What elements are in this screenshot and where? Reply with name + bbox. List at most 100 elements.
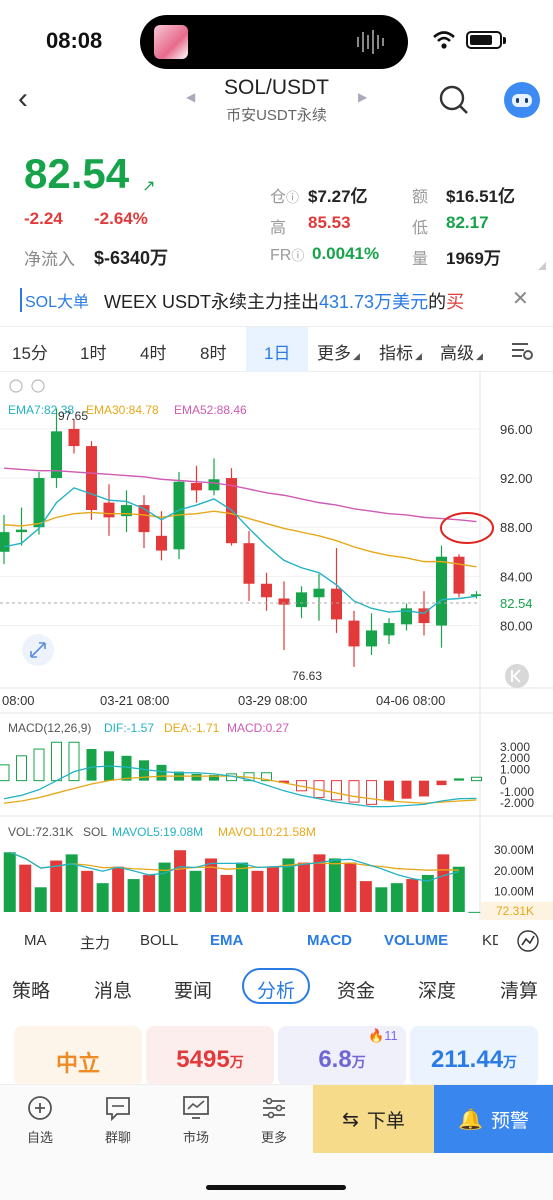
tab-funds[interactable]: 资金 bbox=[337, 981, 376, 1002]
volume-bar bbox=[359, 881, 372, 912]
tab-news[interactable]: 要闻 bbox=[174, 981, 213, 1002]
tf-4h[interactable]: 4时 bbox=[140, 344, 167, 363]
vol-last-tag: 72.31K bbox=[496, 904, 534, 918]
nav-market-label: 市场 bbox=[182, 1130, 209, 1145]
candle-body bbox=[33, 478, 45, 528]
price-alert-button[interactable]: 🔔 预警 bbox=[434, 1085, 553, 1153]
candle-body bbox=[156, 535, 167, 551]
nav-more[interactable]: 更多 bbox=[244, 1095, 304, 1146]
ind-boll[interactable]: BOLL bbox=[140, 932, 179, 949]
indicator-tabs: MA 主力 BOLL EMA MACD VOLUME KD bbox=[0, 922, 553, 960]
back-icon[interactable]: ‹ bbox=[18, 82, 28, 115]
pair-title[interactable]: SOL/USDT bbox=[223, 76, 330, 99]
oi-card[interactable]: 211.44万 bbox=[410, 1026, 538, 1086]
home-indicator bbox=[206, 1185, 346, 1190]
volume-bar bbox=[375, 887, 388, 912]
mavol5-legend: MAVOL5:19.08M bbox=[112, 825, 203, 839]
tf-1h[interactable]: 1时 bbox=[80, 344, 107, 363]
tab-depth[interactable]: 深度 bbox=[418, 981, 457, 1002]
oi-card-value: 211.44万 bbox=[430, 1046, 518, 1073]
settings-gear-icon[interactable] bbox=[31, 379, 45, 393]
volume-bar bbox=[96, 883, 109, 912]
expand-corner-icon[interactable] bbox=[538, 262, 546, 270]
close-icon[interactable]: ✕ bbox=[512, 288, 529, 310]
tf-8h[interactable]: 8时 bbox=[200, 344, 227, 363]
place-order-label: 下单 bbox=[366, 1110, 405, 1132]
candle-body bbox=[138, 505, 150, 533]
ind-kd[interactable]: KD bbox=[482, 932, 498, 949]
tab-strategy[interactable]: 策略 bbox=[12, 981, 51, 1002]
macd-value: MACD:0.27 bbox=[227, 721, 289, 735]
vol-legend: VOL:72.31K bbox=[8, 825, 73, 839]
market-chart-icon bbox=[183, 1096, 209, 1119]
tf-indicators[interactable]: 指标 ◢ bbox=[379, 344, 422, 363]
ind-ema[interactable]: EMA bbox=[210, 932, 244, 949]
whale-ticker[interactable]: SOL大单 WEEX USDT永续主力挂出431.73万美元的买 ✕ bbox=[0, 282, 553, 316]
volume-bar bbox=[313, 854, 326, 912]
tf-advanced[interactable]: 高级 ◢ bbox=[440, 344, 483, 363]
date-tick: 04-06 08:00 bbox=[376, 693, 445, 708]
netflow-value: $-6340万 bbox=[94, 248, 169, 268]
ind-macd[interactable]: MACD bbox=[307, 932, 352, 949]
nav-market[interactable]: 市场 bbox=[166, 1095, 226, 1146]
ind-volume[interactable]: VOLUME bbox=[384, 932, 449, 949]
sentiment-value: 中立 bbox=[55, 1051, 100, 1076]
flow-value: 5495万 bbox=[176, 1046, 244, 1073]
high-label: 高 bbox=[270, 220, 287, 237]
tab-messages[interactable]: 消息 bbox=[94, 981, 133, 1002]
volume-bar bbox=[189, 870, 202, 912]
low-label: 低 bbox=[412, 220, 429, 237]
last-price: 82.54 bbox=[24, 150, 130, 197]
collapse-icon[interactable] bbox=[9, 379, 23, 393]
volume-bar bbox=[297, 862, 310, 912]
next-pair-icon[interactable]: ▶ bbox=[358, 90, 368, 104]
oi-value: $7.27亿 bbox=[308, 187, 368, 206]
robot-avatar-icon[interactable] bbox=[504, 82, 540, 118]
macd-dif: DIF:-1.57 bbox=[104, 721, 154, 735]
macd-bar bbox=[191, 773, 202, 781]
macd-tick: 0 bbox=[500, 774, 507, 788]
nav-watchlist[interactable]: 自选 bbox=[10, 1095, 70, 1146]
chart-settings-icon[interactable] bbox=[510, 340, 534, 362]
kline-chart[interactable]: EMA7:82.38 EMA30:84.78 EMA52:88.46 96.00… bbox=[0, 372, 553, 920]
fr-label[interactable]: FRⓘ bbox=[270, 247, 305, 264]
place-order-button[interactable]: ⇆ 下单 bbox=[313, 1085, 434, 1153]
volume-bar bbox=[236, 862, 248, 912]
mavol5-line bbox=[9, 851, 459, 882]
tab-analysis[interactable]: 分析 bbox=[257, 981, 296, 1002]
ema7-legend: EMA7:82.38 bbox=[8, 403, 74, 417]
drawing-tool-icon[interactable] bbox=[517, 930, 539, 952]
timeframe-active-bg bbox=[246, 327, 308, 372]
date-tick: 08:00 bbox=[2, 693, 35, 708]
ind-main-force[interactable]: 主力 bbox=[80, 935, 111, 952]
ind-ma[interactable]: MA bbox=[24, 932, 47, 949]
tf-1d[interactable]: 1日 bbox=[264, 344, 291, 363]
fire-icon: 🔥 bbox=[368, 1028, 385, 1043]
kline-chart-svg[interactable]: EMA7:82.38 EMA30:84.78 EMA52:88.46 96.00… bbox=[0, 372, 553, 920]
macd-params: MACD(12,26,9) bbox=[8, 721, 91, 735]
date-tick: 03-29 08:00 bbox=[238, 693, 307, 708]
sliders-icon bbox=[263, 1097, 285, 1119]
macd-bar bbox=[366, 780, 377, 805]
hot-card[interactable]: 🔥11 6.8万 bbox=[278, 1026, 406, 1086]
search-icon[interactable] bbox=[438, 84, 470, 116]
tab-liquidation[interactable]: 清算 bbox=[500, 981, 539, 1002]
scroll-latest-icon[interactable] bbox=[505, 664, 529, 688]
tf-more[interactable]: 更多 ◢ bbox=[317, 344, 360, 363]
vol-tick: 30.00M bbox=[494, 843, 534, 857]
flow-card[interactable]: 5495万 bbox=[146, 1026, 274, 1086]
prev-pair-icon[interactable]: ◀ bbox=[186, 90, 196, 104]
timeframe-bar: 15分 1时 4时 8时 1日 更多 ◢ 指标 ◢ 高级 ◢ bbox=[0, 326, 553, 372]
bell-icon: 🔔 bbox=[458, 1108, 483, 1131]
candle-body bbox=[313, 588, 325, 598]
vol-last-tag-bg bbox=[481, 902, 553, 920]
sentiment-card[interactable]: 中立 bbox=[14, 1026, 142, 1086]
fire-badge: 🔥11 bbox=[368, 1028, 398, 1043]
volume-bar bbox=[34, 887, 47, 912]
dynamic-island[interactable] bbox=[140, 15, 408, 69]
candle-body bbox=[278, 598, 290, 605]
nav-chat[interactable]: 群聊 bbox=[88, 1095, 148, 1146]
tf-15m[interactable]: 15分 bbox=[12, 344, 48, 363]
mavol10-line bbox=[9, 851, 459, 872]
macd-bar bbox=[348, 780, 360, 803]
